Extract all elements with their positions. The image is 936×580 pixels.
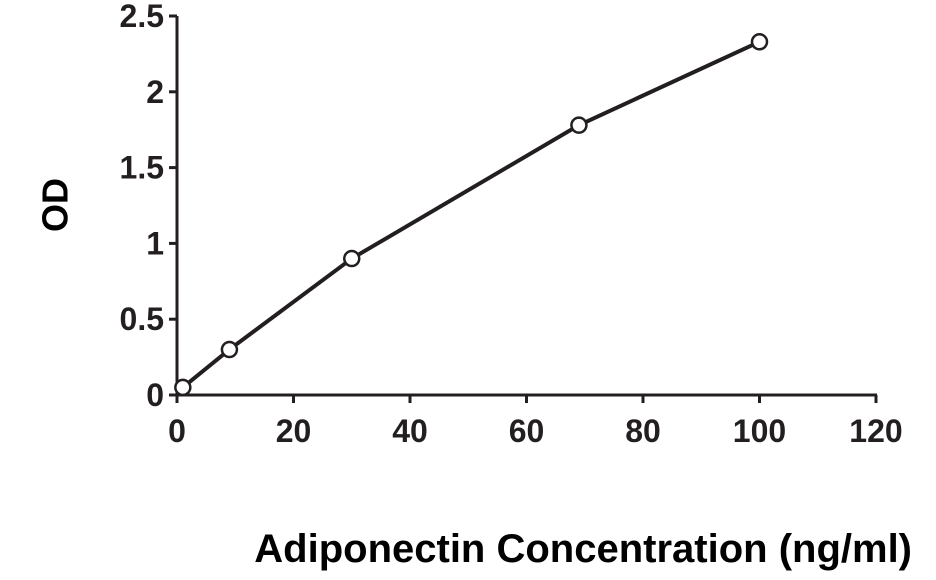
- x-tick-label: 80: [625, 413, 661, 449]
- x-tick-label: 40: [392, 413, 428, 449]
- y-tick-label: 2.5: [120, 0, 164, 34]
- x-tick-label: 100: [733, 413, 786, 449]
- y-tick-label: 1: [146, 225, 164, 261]
- data-point: [174, 378, 192, 397]
- y-tick-label: 2: [146, 74, 164, 110]
- data-point: [570, 116, 588, 134]
- x-tick-label: 20: [276, 413, 312, 449]
- y-tick-label: 0.5: [120, 301, 164, 337]
- tick-labels: 0 0.5 1 1.5 2 2.5 0 20 40 60 80 100 120: [120, 0, 903, 449]
- series-layer: [174, 33, 769, 397]
- axes: [169, 14, 878, 403]
- x-tick-label: 0: [168, 413, 186, 449]
- x-tick-label: 120: [849, 413, 902, 449]
- series-line: [181, 39, 761, 389]
- x-tick-label: 60: [509, 413, 545, 449]
- y-tick-label: 0: [146, 377, 164, 413]
- data-point: [220, 340, 239, 359]
- y-axis-title: OD: [35, 178, 76, 232]
- y-tick-label: 1.5: [120, 150, 164, 186]
- data-point: [343, 249, 361, 268]
- x-axis-title: Adiponectin Concentration (ng/ml): [254, 527, 912, 571]
- data-point: [750, 33, 769, 51]
